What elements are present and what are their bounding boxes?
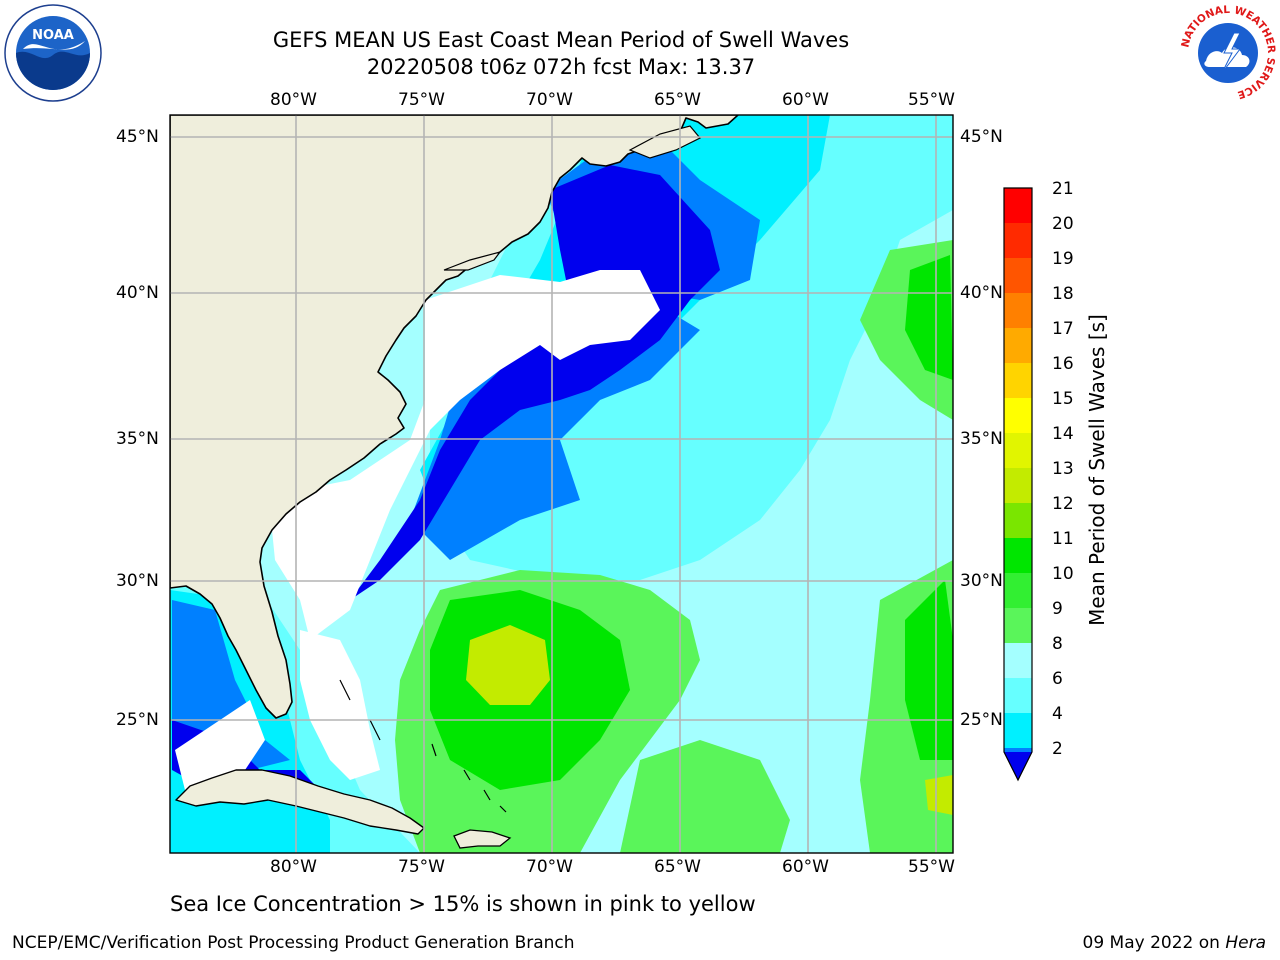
colorbar-tick: 12 bbox=[1052, 494, 1074, 514]
lon-label-top-80w: 80°W bbox=[270, 90, 317, 110]
colorbar-tick: 19 bbox=[1052, 249, 1074, 269]
yellow-green-southeast-patch bbox=[925, 775, 953, 815]
bahama-islands bbox=[339, 679, 507, 813]
noaa-logo: NOAA bbox=[4, 4, 102, 102]
land-mass bbox=[170, 115, 739, 719]
map-frame bbox=[169, 114, 954, 854]
nws-logo: NATIONAL WEATHER SERVICE bbox=[1179, 4, 1277, 101]
colorbar-tick: 9 bbox=[1052, 599, 1063, 619]
lon-label-top-60w: 60°W bbox=[782, 90, 829, 110]
white-nodata-bahamas bbox=[300, 630, 380, 780]
green-field-southcenter bbox=[620, 740, 790, 853]
lat-label-left-30n: 30°N bbox=[116, 571, 159, 591]
colorbar-tick: 4 bbox=[1052, 704, 1063, 724]
lon-label-bottom-65w: 65°W bbox=[654, 857, 701, 877]
bright-green-field-east bbox=[905, 255, 953, 380]
colorbar-tick: 15 bbox=[1052, 389, 1074, 409]
sea-ice-note: Sea Ice Concentration > 15% is shown in … bbox=[170, 892, 756, 916]
lon-label-bottom-75w: 75°W bbox=[398, 857, 445, 877]
colorbar-label: Mean Period of Swell Waves [s] bbox=[1085, 314, 1109, 626]
lat-label-left-40n: 40°N bbox=[116, 283, 159, 303]
lon-label-bottom-80w: 80°W bbox=[270, 857, 317, 877]
lon-label-bottom-70w: 70°W bbox=[526, 857, 573, 877]
colorbar bbox=[1003, 187, 1033, 782]
lat-label-right-25n: 25°N bbox=[960, 710, 1003, 730]
lon-label-top-75w: 75°W bbox=[398, 90, 445, 110]
colorbar-tick: 21 bbox=[1052, 179, 1074, 199]
lat-label-left-35n: 35°N bbox=[116, 429, 159, 449]
colorbar-tick: 16 bbox=[1052, 354, 1074, 374]
footer-host: Hera bbox=[1225, 933, 1266, 953]
white-nodata-gulf bbox=[175, 700, 265, 790]
blue-field-caribbean bbox=[172, 600, 290, 770]
colorbar-tick: 8 bbox=[1052, 634, 1063, 654]
colorbar-tick: 2 bbox=[1052, 739, 1063, 759]
long-island-land bbox=[443, 250, 502, 271]
lon-label-top-65w: 65°W bbox=[654, 90, 701, 110]
lat-label-right-45n: 45°N bbox=[960, 127, 1003, 147]
colorbar-tick: 17 bbox=[1052, 319, 1074, 339]
white-nodata-area bbox=[270, 270, 660, 640]
lon-label-top-70w: 70°W bbox=[526, 90, 573, 110]
colorbar-tick: 6 bbox=[1052, 669, 1063, 689]
lon-label-top-55w: 55°W bbox=[908, 90, 955, 110]
chart-subtitle: 20220508 t06z 072h fcst Max: 13.37 bbox=[366, 55, 756, 79]
chart-title: GEFS MEAN US East Coast Mean Period of S… bbox=[272, 28, 850, 52]
lat-label-right-40n: 40°N bbox=[960, 283, 1003, 303]
colorbar-tick: 10 bbox=[1052, 564, 1074, 584]
map-gridlines bbox=[170, 115, 953, 853]
colorbar-tick: 11 bbox=[1052, 529, 1074, 549]
colorbar-tick: 14 bbox=[1052, 424, 1074, 444]
colorbar-tick: 20 bbox=[1052, 214, 1074, 234]
footer-date-text: 09 May 2022 on bbox=[1082, 933, 1220, 953]
bright-green-field-southeast bbox=[905, 580, 953, 760]
lon-label-bottom-60w: 60°W bbox=[782, 857, 829, 877]
svg-text:NOAA: NOAA bbox=[32, 28, 74, 43]
footer-credit: NCEP/EMC/Verification Post Processing Pr… bbox=[12, 933, 575, 953]
hispaniola-land bbox=[453, 829, 512, 849]
yellow-green-max-area bbox=[466, 625, 550, 705]
lat-label-right-30n: 30°N bbox=[960, 571, 1003, 591]
lat-label-right-35n: 35°N bbox=[960, 429, 1003, 449]
lat-label-left-45n: 45°N bbox=[116, 127, 159, 147]
colorbar-tick: 18 bbox=[1052, 284, 1074, 304]
colorbar-tick: 13 bbox=[1052, 459, 1074, 479]
footer-date: 09 May 2022 on Hera bbox=[1083, 933, 1267, 953]
nova-scotia-land bbox=[628, 125, 701, 159]
lon-label-bottom-55w: 55°W bbox=[908, 857, 955, 877]
lat-label-left-25n: 25°N bbox=[116, 710, 159, 730]
